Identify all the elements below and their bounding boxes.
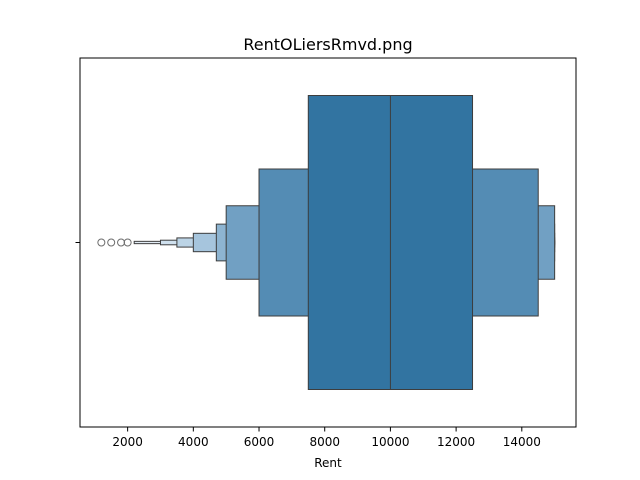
chart-title: RentOLiersRmvd.png xyxy=(243,35,412,54)
outlier-point xyxy=(117,238,126,247)
x-tick-label: 8000 xyxy=(309,435,340,449)
x-tick-label: 14000 xyxy=(503,435,541,449)
outlier-point xyxy=(123,238,132,247)
boxen-levels xyxy=(133,95,556,390)
x-tick-label: 10000 xyxy=(371,435,409,449)
outlier-point xyxy=(97,238,106,247)
x-tick-label: 2000 xyxy=(112,435,143,449)
x-tick-label: 6000 xyxy=(244,435,275,449)
x-tick-label: 4000 xyxy=(178,435,209,449)
x-tick-label: 12000 xyxy=(437,435,475,449)
outlier-point xyxy=(107,238,116,247)
x-axis-label: Rent xyxy=(314,456,342,470)
outlier-points xyxy=(97,238,132,247)
x-axis-ticks: 2000 4000 6000 8000 10000 12000 14000 xyxy=(112,427,541,449)
